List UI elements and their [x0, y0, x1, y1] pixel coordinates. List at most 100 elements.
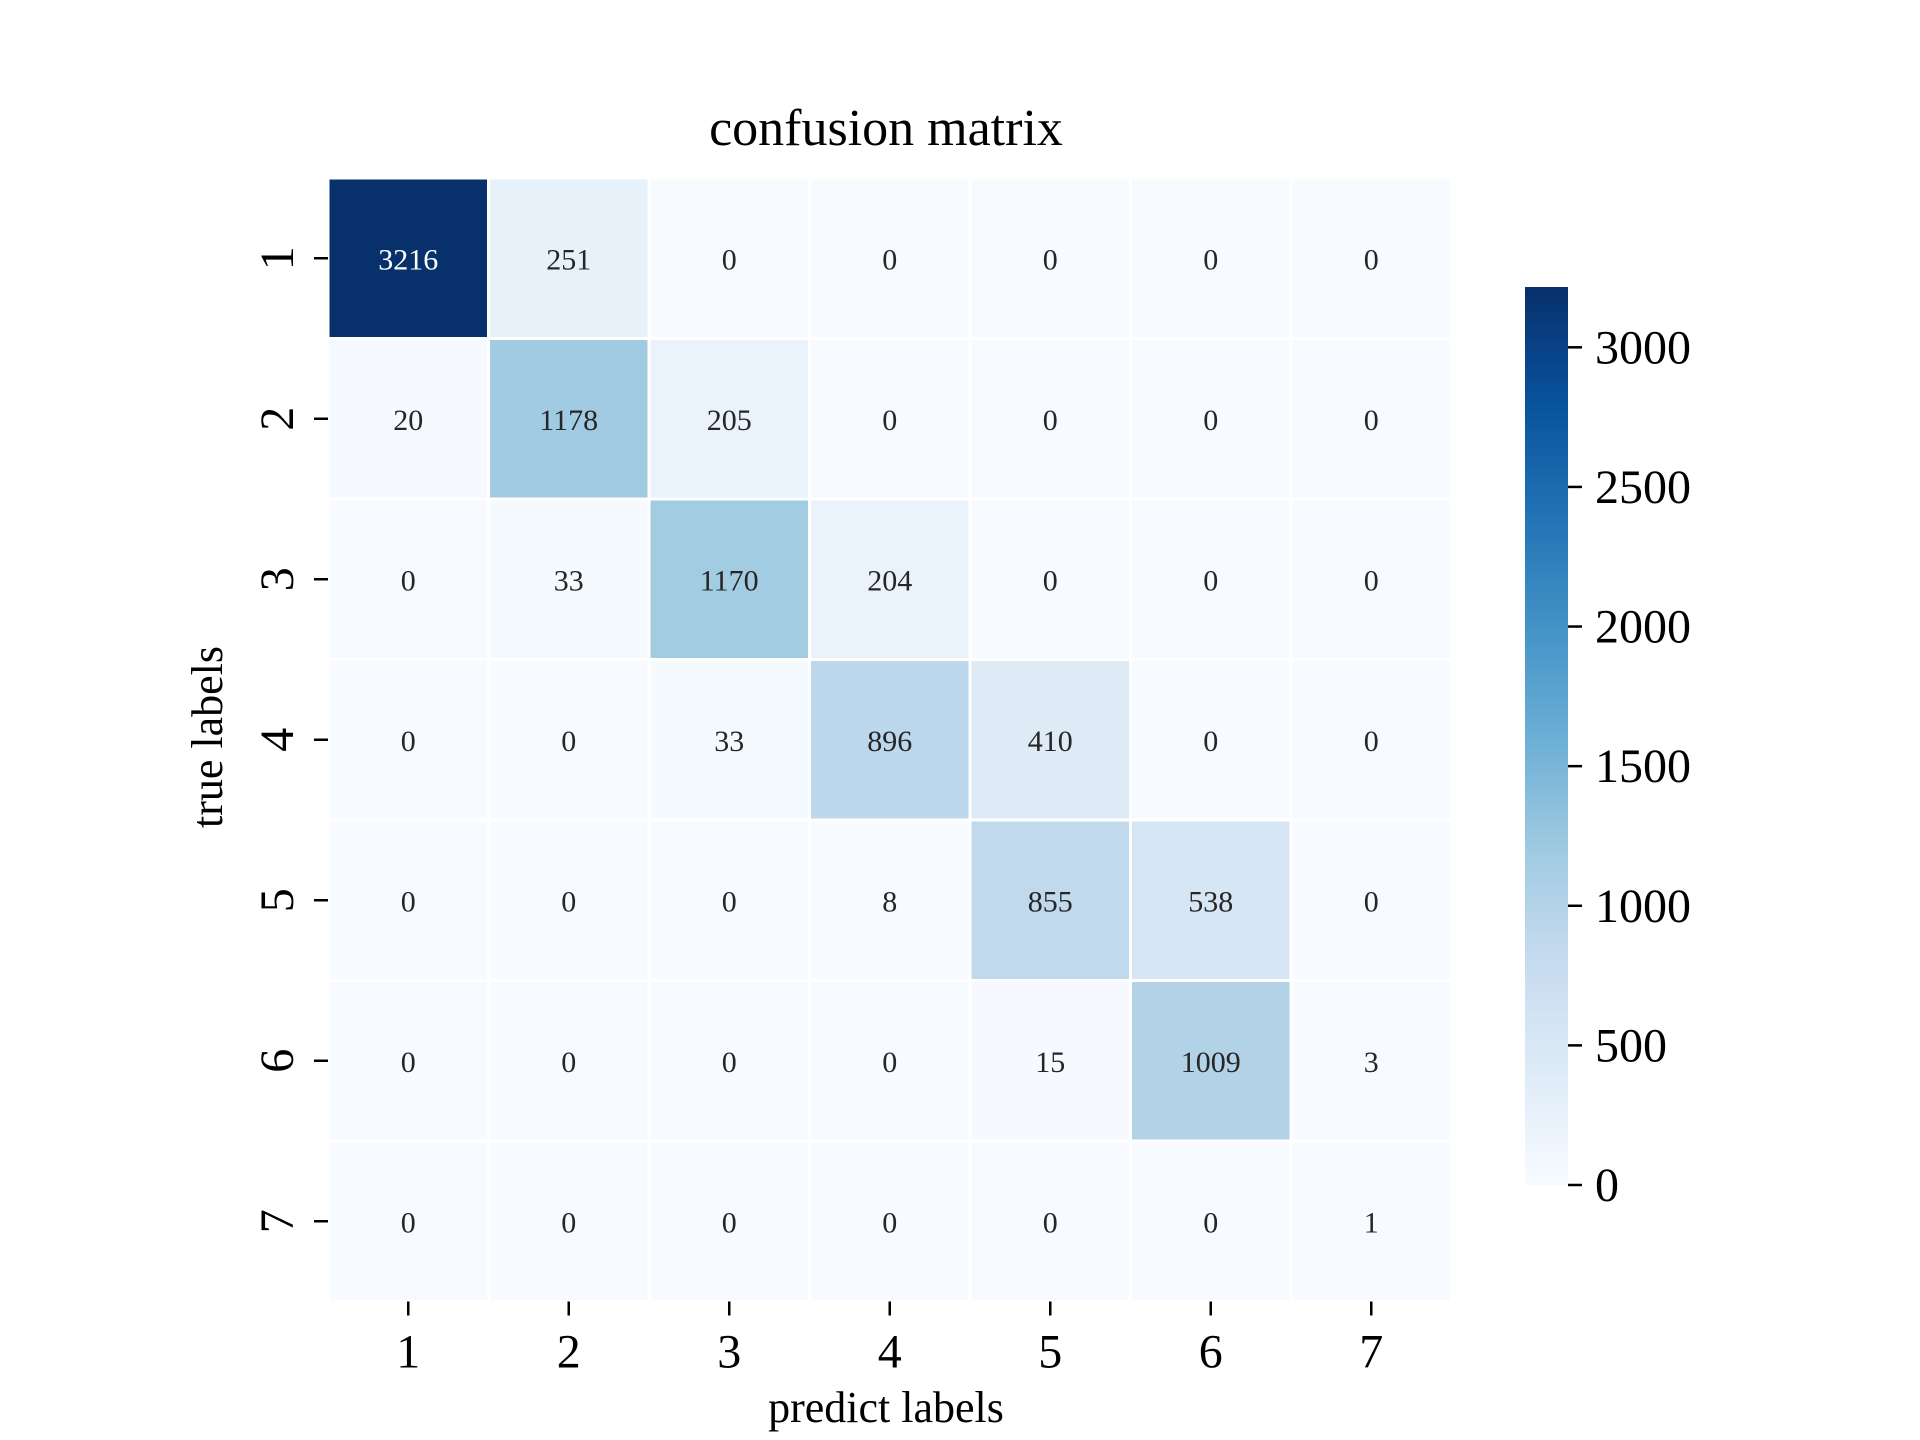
x-tick-label-2: 2 — [557, 1326, 581, 1379]
heatmap-cell-4-1 — [326, 658, 490, 822]
colorbar-tick-label-1500: 1500 — [1595, 740, 1691, 793]
colorbar: 0 500 1000 1500 2000 2500 3000 — [1525, 287, 1691, 1212]
cell-annotation-2-1: 20 — [393, 404, 423, 437]
cell-annotation-3-7: 0 — [1364, 564, 1379, 597]
cell-annotation-6-4: 0 — [882, 1046, 897, 1079]
colorbar-tick-label-1000: 1000 — [1595, 880, 1691, 933]
y-tick-label-7: 7 — [251, 1209, 304, 1233]
cell-annotations: 3216 251 0 0 0 0 0 20 1178 205 0 0 0 0 0 33 1170 204 0 0 0 0 0… — [378, 243, 1379, 1239]
cell-annotation-6-5: 15 — [1035, 1046, 1065, 1079]
cell-annotation-4-2: 0 — [561, 725, 576, 758]
cell-annotation-5-1: 0 — [401, 885, 416, 918]
y-axis: 1 2 3 4 5 6 7 — [251, 246, 328, 1233]
y-tick-label-2: 2 — [251, 407, 304, 431]
cell-annotation-7-4: 0 — [882, 1206, 897, 1239]
heatmap-cell-3-4 — [808, 497, 972, 661]
y-tick-label-4: 4 — [251, 728, 304, 752]
heatmap-cell-3-3 — [647, 497, 811, 661]
heatmap-cell-7-1 — [326, 1139, 490, 1303]
heatmap-cell-7-6 — [1129, 1139, 1293, 1303]
cell-annotation-1-3: 0 — [722, 243, 737, 276]
heatmap-cell-7-4 — [808, 1139, 972, 1303]
cell-annotation-6-7: 3 — [1364, 1046, 1379, 1079]
heatmap-cell-4-2 — [487, 658, 651, 822]
colorbar-tick-label-0: 0 — [1595, 1159, 1619, 1212]
cell-annotation-6-6: 1009 — [1181, 1046, 1241, 1079]
heatmap-cell-5-3 — [647, 818, 811, 982]
cell-annotation-2-2: 1178 — [539, 404, 598, 437]
cell-annotation-3-6: 0 — [1203, 564, 1218, 597]
cell-annotation-1-4: 0 — [882, 243, 897, 276]
cell-annotation-3-5: 0 — [1043, 564, 1058, 597]
cell-annotation-3-4: 204 — [867, 564, 912, 597]
x-tick-label-6: 6 — [1199, 1326, 1223, 1379]
x-tick-label-7: 7 — [1359, 1326, 1383, 1379]
heatmap-cells — [326, 176, 1453, 1303]
cell-annotation-6-2: 0 — [561, 1046, 576, 1079]
cell-annotation-5-6: 538 — [1188, 885, 1233, 918]
colorbar-gradient — [1525, 287, 1568, 1185]
cell-annotation-4-6: 0 — [1203, 725, 1218, 758]
cell-annotation-5-4: 8 — [882, 885, 897, 918]
heatmap-cell-2-5 — [968, 337, 1132, 501]
heatmap-cell-4-6 — [1129, 658, 1293, 822]
cell-annotation-5-3: 0 — [722, 885, 737, 918]
cell-annotation-1-2: 251 — [546, 243, 591, 276]
heatmap-cell-1-3 — [647, 176, 811, 340]
cell-annotation-4-7: 0 — [1364, 725, 1379, 758]
colorbar-tick-label-500: 500 — [1595, 1019, 1667, 1072]
y-tick-label-1: 1 — [251, 246, 304, 270]
heatmap-cell-4-4 — [808, 658, 972, 822]
cell-annotation-2-7: 0 — [1364, 404, 1379, 437]
cell-annotation-4-1: 0 — [401, 725, 416, 758]
cell-annotation-2-4: 0 — [882, 404, 897, 437]
heatmap-cell-1-2 — [487, 176, 651, 340]
heatmap-cell-3-7 — [1289, 497, 1453, 661]
heatmap-cell-4-7 — [1289, 658, 1453, 822]
cell-annotation-7-7: 1 — [1364, 1206, 1379, 1239]
cell-annotation-3-2: 33 — [554, 564, 584, 597]
colorbar-ticks: 0 500 1000 1500 2000 2500 3000 — [1568, 321, 1691, 1212]
heatmap-cell-3-5 — [968, 497, 1132, 661]
heatmap-cell-7-5 — [968, 1139, 1132, 1303]
y-tick-label-3: 3 — [251, 567, 304, 591]
y-axis-label: true labels — [183, 646, 232, 828]
cell-annotation-4-3: 33 — [714, 725, 744, 758]
cell-annotation-3-1: 0 — [401, 564, 416, 597]
heatmap-cell-6-5 — [968, 979, 1132, 1143]
x-tick-label-3: 3 — [717, 1326, 741, 1379]
colorbar-tick-label-3000: 3000 — [1595, 321, 1691, 374]
x-axis: 1 2 3 4 5 6 7 — [396, 1301, 1383, 1379]
cell-annotation-7-3: 0 — [722, 1206, 737, 1239]
x-tick-label-5: 5 — [1038, 1326, 1062, 1379]
cell-annotation-4-5: 410 — [1028, 725, 1073, 758]
cell-annotation-1-5: 0 — [1043, 243, 1058, 276]
heatmap-cell-7-7 — [1289, 1139, 1453, 1303]
cell-annotation-6-3: 0 — [722, 1046, 737, 1079]
heatmap-cell-3-6 — [1129, 497, 1293, 661]
cell-annotation-4-4: 896 — [867, 725, 912, 758]
x-tick-label-1: 1 — [396, 1326, 420, 1379]
cell-annotation-2-5: 0 — [1043, 404, 1058, 437]
heatmap-cell-1-1 — [326, 176, 490, 340]
cell-annotation-7-2: 0 — [561, 1206, 576, 1239]
heatmap-cell-6-4 — [808, 979, 972, 1143]
cell-annotation-5-5: 855 — [1028, 885, 1073, 918]
heatmap-cell-5-1 — [326, 818, 490, 982]
cell-annotation-2-6: 0 — [1203, 404, 1218, 437]
cell-annotation-3-3: 1170 — [700, 564, 759, 597]
cell-annotation-7-6: 0 — [1203, 1206, 1218, 1239]
cell-annotation-5-7: 0 — [1364, 885, 1379, 918]
cell-annotation-1-1: 3216 — [378, 243, 438, 276]
y-tick-label-6: 6 — [251, 1049, 304, 1073]
cell-annotation-2-3: 205 — [707, 404, 752, 437]
cell-annotation-1-6: 0 — [1203, 243, 1218, 276]
y-tick-label-5: 5 — [251, 888, 304, 912]
cell-annotation-6-1: 0 — [401, 1046, 416, 1079]
colorbar-tick-label-2000: 2000 — [1595, 601, 1691, 654]
chart-title: confusion matrix — [709, 100, 1063, 157]
heatmap-cell-7-3 — [647, 1139, 811, 1303]
heatmap-cell-6-1 — [326, 979, 490, 1143]
